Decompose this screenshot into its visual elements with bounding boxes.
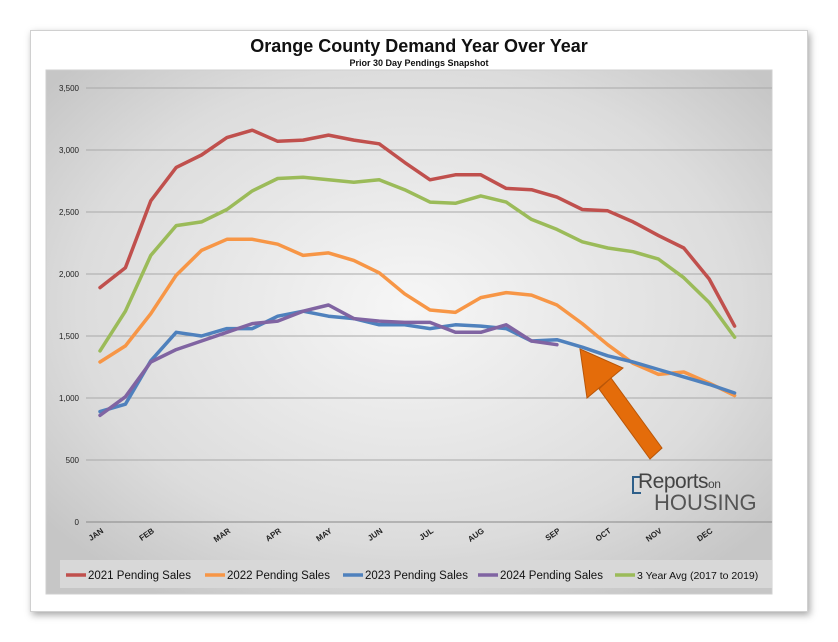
legend-box: [60, 560, 772, 588]
arrow-head: [579, 348, 624, 399]
logo-mark-icon: [632, 476, 641, 494]
logo-line1: Reportson: [638, 470, 721, 494]
y-tick-label: 2,000: [59, 270, 80, 279]
series-line-3: [98, 309, 737, 414]
legend-label: 2023 Pending Sales: [365, 570, 468, 582]
series-line-5: [98, 175, 737, 353]
logo-line2: HOUSING: [654, 490, 757, 515]
legend-label: 3 Year Avg (2017 to 2019): [637, 570, 758, 582]
y-tick-label: 3,000: [59, 146, 80, 155]
legend-label: 2024 Pending Sales: [500, 570, 603, 582]
y-tick-label: 3,500: [59, 84, 80, 93]
logo-text-on: on: [708, 477, 721, 491]
y-tick-label: 0: [75, 518, 80, 527]
reports-on-housing-logo: Reportson HOUSING: [632, 470, 772, 518]
series-line-1: [98, 128, 737, 328]
y-tick-label: 1,000: [59, 394, 80, 403]
chart-subtitle: Prior 30 Day Pendings Snapshot: [349, 58, 489, 68]
y-tick-label: 2,500: [59, 208, 80, 217]
y-tick-label: 1,500: [59, 332, 80, 341]
series-line-4: [98, 303, 559, 418]
chart-title: Orange County Demand Year Over Year: [250, 36, 588, 56]
legend-label: 2022 Pending Sales: [227, 570, 330, 582]
highlight-arrow: [579, 348, 663, 460]
legend-label: 2021 Pending Sales: [88, 570, 191, 582]
y-tick-label: 500: [66, 456, 80, 465]
plot-area: [45, 69, 773, 595]
logo-text-reports: Reports: [638, 470, 709, 493]
